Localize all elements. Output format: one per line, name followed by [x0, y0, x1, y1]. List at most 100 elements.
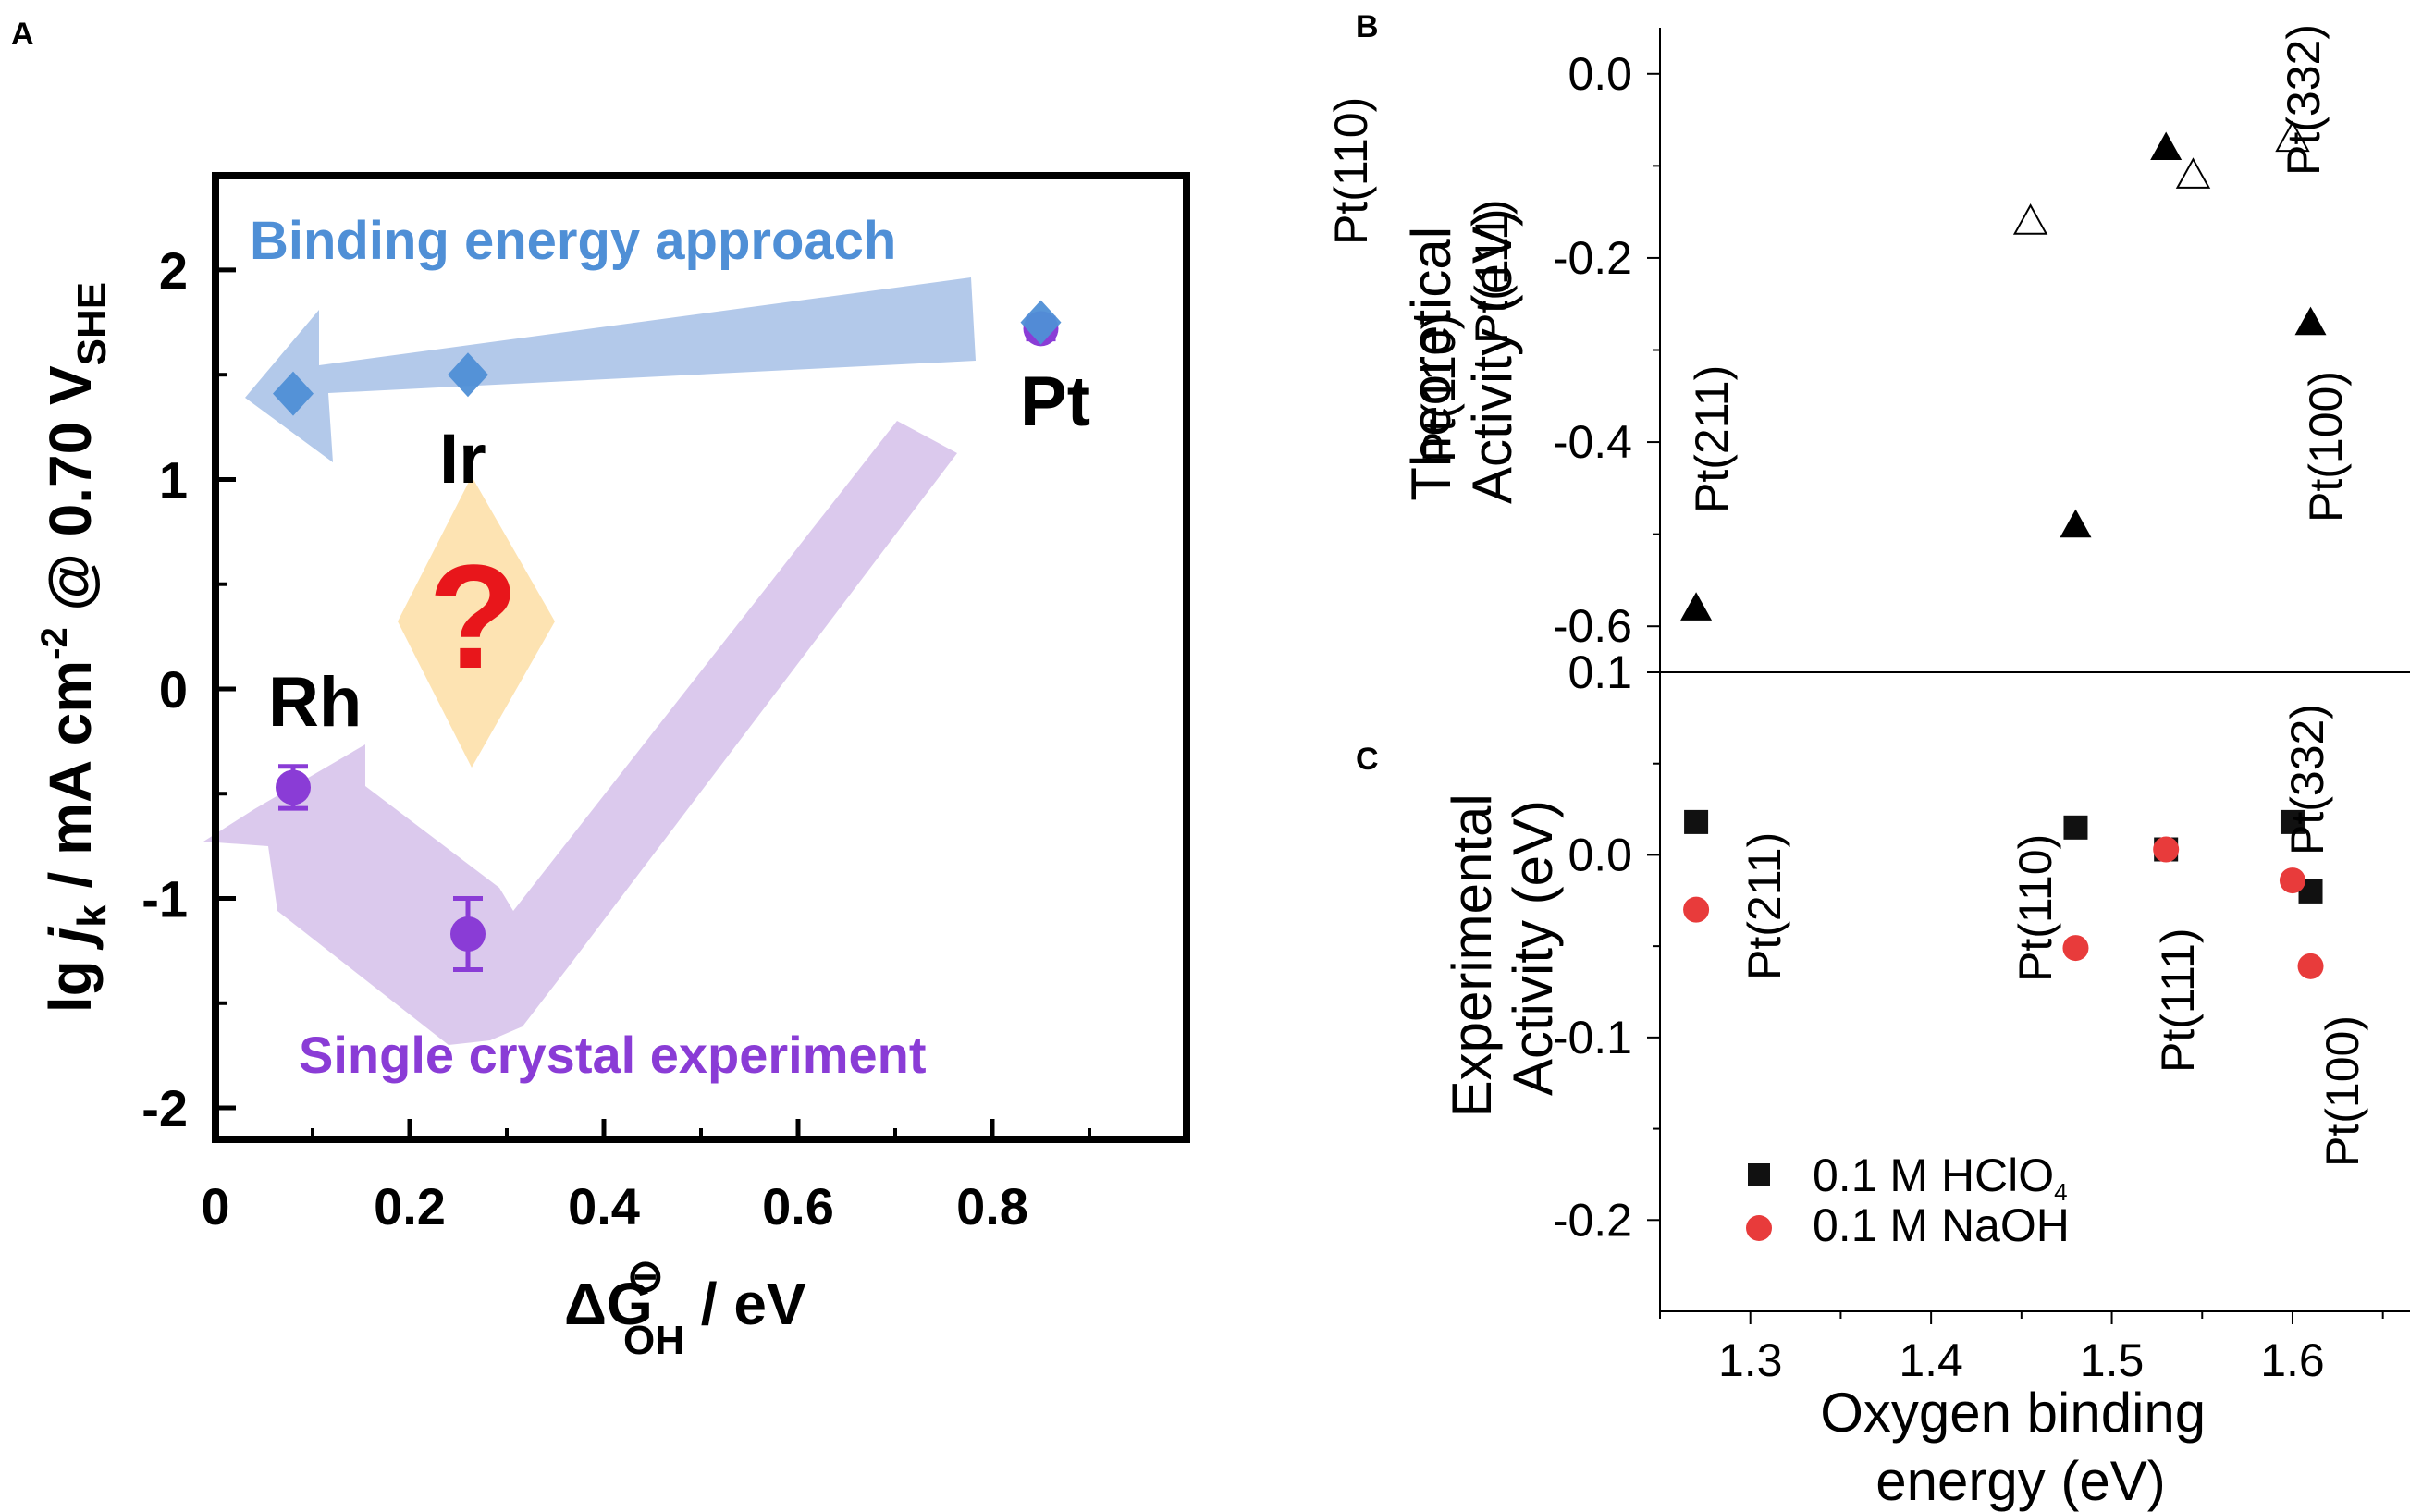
- panel-a: ? Binding energy approach Single crystal…: [34, 172, 1190, 1363]
- legend-hclo4-marker: [1748, 1163, 1770, 1186]
- x-tick-label-a: 0: [201, 1177, 229, 1235]
- panel-a-marks: [273, 300, 1062, 973]
- ylabel-a-part-2: k: [69, 904, 115, 928]
- ylabel-a-part-5: @ 0.70 V: [37, 365, 104, 627]
- xlabel-a-part-1: ⊖: [627, 1252, 664, 1301]
- ylabel-b-line-0: Theoretical: [1400, 227, 1462, 501]
- single-crystal-arrow: [203, 421, 957, 1045]
- point-label: Pt(211): [1739, 832, 1790, 980]
- legend-hclo4-text: 0.1 M HClO: [1813, 1149, 2054, 1201]
- point-label: Pt(332): [2278, 24, 2330, 176]
- xlabel-c-line-0: Oxygen binding: [1820, 1382, 2206, 1444]
- panel-c: 0.1 0.0 -0.1 -0.2 1.3 1.4 1.5 1.6 Experimental …: [1441, 646, 2410, 1512]
- point-label: Pt(332): [2281, 704, 2333, 855]
- y-tick-label-c: -0.2: [1553, 1194, 1632, 1246]
- panel-c-ticks: 0.1 0.0 -0.1 -0.2 1.3 1.4 1.5 1.6: [1553, 646, 2384, 1386]
- legend-hclo4-label: 0.1 M HClO4: [1813, 1149, 2068, 1206]
- point-label: Pt(111): [2152, 928, 2204, 1073]
- point-label: Pt(110): [2010, 834, 2061, 982]
- panel-b: 0.0 -0.2 -0.4 -0.6 Theoretical Activity (eV…: [1325, 24, 2410, 673]
- binding-energy-point: [1020, 300, 1062, 345]
- x-tick-label-a: 0.8: [956, 1177, 1028, 1235]
- hclo4-point: [2280, 809, 2305, 834]
- legend-hclo4-sub: 4: [2054, 1178, 2067, 1206]
- metal-label-pt: Pt: [1020, 363, 1090, 441]
- open-triangle-point: [2012, 203, 2048, 235]
- binding-energy-arrow: [245, 277, 976, 462]
- x-tick-label-c: 1.5: [2080, 1334, 2145, 1386]
- ylabel-a-part-0: lg: [37, 944, 104, 1014]
- panel-label-a: A: [11, 17, 34, 52]
- naoh-point: [1683, 896, 1710, 923]
- ylabel-b-line-1: Activity (eV): [1461, 208, 1523, 504]
- point-label: Pt(100): [2300, 371, 2352, 522]
- xlabel-a-part-3: / eV: [684, 1271, 806, 1337]
- y-axis-label-b: Theoretical Activity (eV): [1400, 208, 1523, 504]
- x-tick-label-a: 0.4: [568, 1177, 640, 1235]
- filled-triangle-point: [2150, 131, 2183, 161]
- single-crystal-point: [276, 769, 311, 805]
- point-label: Pt(111): [1466, 199, 1518, 344]
- y-tick-label-b: -0.4: [1553, 416, 1632, 468]
- filled-triangle-point: [2060, 509, 2092, 538]
- point-label: Pt(100): [2317, 1015, 2368, 1167]
- y-tick-label-c: -0.1: [1553, 1012, 1632, 1063]
- panel-c-marks: Pt(211) Pt(110) Pt(111) Pt(332) Pt(100): [1683, 704, 2368, 1167]
- ylabel-a-part-6: SHE: [69, 282, 115, 365]
- naoh-point: [2153, 836, 2180, 863]
- panel-a-ticks: 0 0.2 0.4 0.6 0.8 -2 -1 0 1 2: [141, 241, 1091, 1235]
- x-tick-label-c: 1.4: [1899, 1334, 1963, 1386]
- question-diamond: [398, 476, 555, 768]
- x-tick-label-a: 0.2: [374, 1177, 446, 1235]
- single-crystal-point: [450, 916, 486, 953]
- hclo4-point: [2063, 815, 2088, 840]
- naoh-point: [2279, 867, 2305, 894]
- legend-naoh-label: 0.1 M NaOH: [1813, 1199, 2070, 1251]
- x-tick-label-c: 1.6: [2260, 1334, 2325, 1386]
- ylabel-a-part-4: -2: [34, 627, 75, 660]
- xlabel-a-part-0: ΔG: [564, 1271, 653, 1337]
- naoh-point: [2297, 953, 2324, 979]
- open-triangle-point: [2275, 120, 2310, 153]
- filled-triangle-point: [1680, 592, 1713, 621]
- y-axis-label-c: Experimental Activity (eV): [1441, 779, 1564, 1118]
- question-mark: ?: [428, 534, 519, 699]
- y-tick-label-a: 2: [159, 241, 188, 300]
- filled-triangle-point: [2294, 306, 2327, 336]
- point-label: Pt(110): [1325, 97, 1377, 245]
- panel-b-marks: Pt(211)Pt(110)Pt(110)Pt(111)Pt(100)Pt(33…: [1325, 24, 2352, 621]
- metal-label-rh: Rh: [268, 663, 362, 742]
- binding-energy-point: [273, 371, 314, 416]
- hclo4-point: [1684, 809, 1709, 834]
- y-tick-label-a: 1: [159, 450, 188, 509]
- metal-label-ir: Ir: [439, 420, 486, 498]
- ylabel-c-line-0: Experimental: [1441, 793, 1503, 1117]
- xlabel-a-part-2: OH: [623, 1318, 684, 1363]
- y-tick-label-c: 0.1: [1568, 646, 1632, 698]
- y-tick-label-b: -0.2: [1553, 232, 1632, 284]
- panel-label-b: B: [1356, 9, 1379, 44]
- y-tick-label-a: -1: [141, 870, 188, 928]
- x-tick-label-c: 1.3: [1718, 1334, 1783, 1386]
- y-tick-label-b: 0.0: [1568, 48, 1632, 100]
- binding-energy-point: [448, 352, 488, 398]
- legend-naoh-marker: [1746, 1215, 1772, 1241]
- x-axis-label-a: ΔG⊖ OH / eV: [564, 1252, 806, 1363]
- x-axis-label-c: Oxygen binding energy (eV): [1820, 1382, 2221, 1512]
- y-tick-label-a: -2: [141, 1079, 188, 1137]
- point-label: Pt(110): [1413, 314, 1465, 462]
- panel-b-ticks: 0.0 -0.2 -0.4 -0.6: [1553, 48, 1660, 652]
- y-tick-label-a: 0: [159, 660, 188, 719]
- ylabel-c-line-1: Activity (eV): [1502, 800, 1564, 1096]
- x-tick-label-a: 0.6: [762, 1177, 834, 1235]
- single-crystal-label: Single crystal experiment: [299, 1026, 927, 1084]
- y-tick-label-b: -0.6: [1553, 600, 1632, 652]
- binding-energy-label: Binding energy approach: [250, 211, 896, 271]
- ylabel-a-part-3: / mA cm: [37, 660, 104, 904]
- xlabel-c-line-1: energy (eV): [1875, 1450, 2165, 1512]
- open-triangle-point: [2175, 157, 2211, 189]
- y-tick-label-c: 0.0: [1568, 829, 1632, 880]
- point-label: Pt(211): [1686, 365, 1738, 513]
